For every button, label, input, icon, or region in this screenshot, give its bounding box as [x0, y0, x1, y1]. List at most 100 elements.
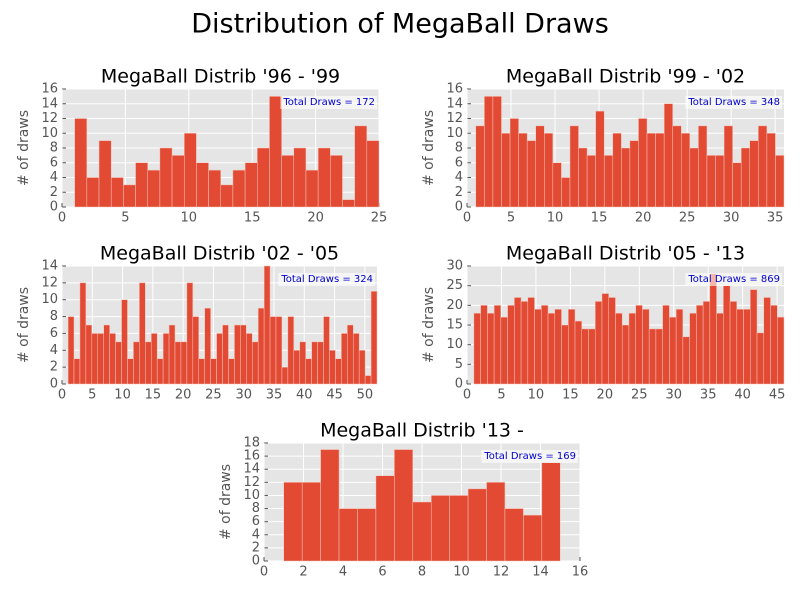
bar — [281, 155, 295, 208]
bar — [98, 140, 112, 208]
bar — [578, 147, 588, 208]
y-tick-label: 4 — [252, 527, 260, 542]
bar — [663, 103, 673, 208]
bar — [430, 495, 450, 562]
x-tick-label: 25 — [205, 388, 222, 403]
bar — [222, 324, 229, 385]
x-tick-label: 10 — [547, 211, 564, 226]
subplot-title: MegaBall Distrib '13 - — [320, 420, 524, 442]
y-tick-label: 5 — [455, 357, 463, 372]
x-tick-label: 15 — [591, 211, 608, 226]
subplot: 0 5 10 15 20 25 30 0 5 10 15 20 25 30 35 40 45 MegaBall D… — [421, 243, 785, 403]
bar — [689, 147, 699, 208]
y-tick-label: 10 — [41, 292, 58, 307]
x-tick-label: 8 — [418, 565, 426, 580]
bar — [480, 305, 488, 385]
y-tick-label: 4 — [455, 170, 463, 185]
bar — [412, 501, 432, 562]
bar — [749, 140, 759, 208]
bar — [467, 488, 487, 562]
bar — [763, 297, 771, 385]
bar — [338, 508, 358, 562]
y-tick-label: 2 — [50, 360, 58, 375]
bar — [475, 125, 485, 208]
y-tick-label: 12 — [41, 111, 58, 126]
y-tick-label: 4 — [50, 343, 58, 358]
bar — [756, 332, 765, 385]
x-tick-label: 14 — [532, 565, 549, 580]
bar — [621, 147, 631, 208]
bar — [317, 147, 331, 208]
bar — [523, 514, 543, 562]
subplot-title: MegaBall Distrib '96 - '99 — [101, 66, 340, 88]
bar — [352, 333, 360, 385]
bar — [492, 96, 502, 208]
x-tick-label: 2 — [299, 565, 307, 580]
x-tick-label: 25 — [679, 211, 696, 226]
x-tick-label: 20 — [175, 388, 192, 403]
x-tick-label: 5 — [507, 211, 515, 226]
x-tick-label: 30 — [665, 388, 682, 403]
bar — [135, 162, 148, 208]
bar — [196, 162, 209, 208]
bar — [180, 341, 188, 385]
bar — [740, 147, 751, 208]
y-tick-label: 20 — [446, 298, 463, 313]
x-tick-label: 40 — [734, 388, 751, 403]
bar — [723, 125, 733, 208]
bar — [681, 133, 691, 208]
bar — [293, 147, 307, 208]
bar — [487, 312, 495, 385]
bar — [394, 449, 414, 562]
bar — [514, 297, 522, 385]
bar — [283, 482, 303, 562]
x-tick-label: 35 — [700, 388, 717, 403]
bar — [341, 333, 348, 385]
x-tick-label: 30 — [235, 388, 252, 403]
bar — [504, 508, 524, 562]
bar — [526, 140, 536, 208]
bar — [770, 305, 778, 385]
y-tick-label: 6 — [252, 514, 260, 529]
bar — [234, 324, 241, 385]
bar — [257, 307, 265, 385]
bar — [103, 324, 110, 385]
bar — [507, 305, 515, 385]
annotation-box — [280, 96, 377, 109]
bar — [121, 299, 128, 385]
bar — [501, 133, 511, 208]
y-tick-label: 15 — [446, 318, 463, 333]
x-tick-label: 5 — [88, 388, 96, 403]
annotation-box — [685, 96, 782, 109]
x-tick-label: 5 — [497, 388, 505, 403]
y-axis-label: # of draws — [421, 287, 437, 363]
bar — [568, 309, 576, 385]
y-tick-label: 2 — [252, 540, 260, 555]
annotation-box — [685, 273, 782, 286]
bar — [263, 265, 271, 385]
y-tick-label: 0 — [252, 554, 260, 569]
y-tick-label: 6 — [455, 155, 463, 170]
bar — [244, 162, 258, 208]
bar — [305, 169, 319, 208]
annotation: Total Draws = 172 — [282, 97, 375, 108]
bar — [595, 110, 605, 208]
bar — [97, 333, 104, 385]
y-tick-label: 2 — [50, 185, 58, 200]
bar — [145, 341, 152, 385]
bar — [646, 133, 656, 208]
bar — [216, 333, 223, 385]
x-tick-label: 10 — [181, 211, 198, 226]
bar — [493, 305, 502, 385]
y-tick-label: 10 — [446, 337, 463, 352]
bar — [629, 140, 639, 208]
annotation-box — [278, 273, 375, 286]
annotation: Total Draws = 869 — [687, 274, 780, 285]
annotation-box — [481, 450, 578, 463]
bar — [638, 118, 648, 208]
bar — [171, 155, 185, 208]
bar — [702, 301, 711, 385]
y-tick-label: 14 — [41, 96, 58, 111]
